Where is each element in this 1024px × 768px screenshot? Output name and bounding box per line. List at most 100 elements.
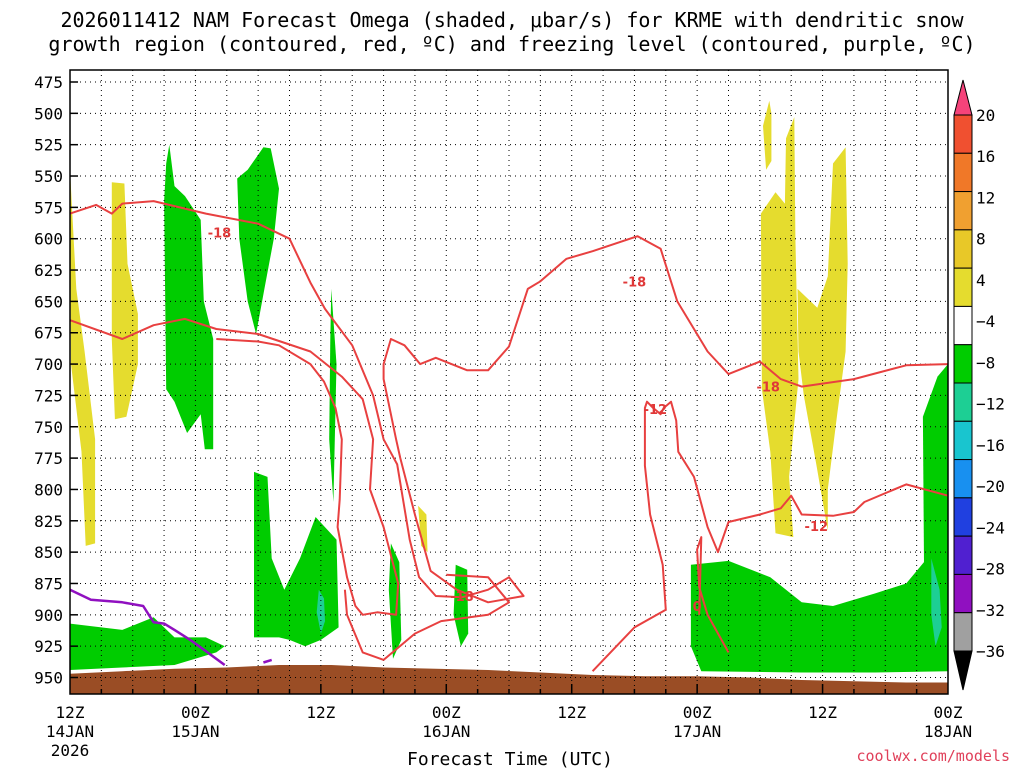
freezing-level-contour-0 xyxy=(69,588,226,667)
colorbar-bin-7 xyxy=(953,344,973,384)
x-tick-label-0-2: 2026 xyxy=(51,741,90,760)
colorbar-bin-6 xyxy=(953,305,973,346)
chart-title-line-1: 2026011412 NAM Forecast Omega (shaded, μ… xyxy=(60,8,964,32)
colorbar: 20 16 12 8 4 −4 −8 −12 −16 −20 −24 −28 −32 −36 xyxy=(953,79,1005,691)
colorbar-label-6: −8 xyxy=(976,353,995,372)
dgz-contour-4 xyxy=(591,400,949,672)
colorbar-bin-12 xyxy=(953,535,973,575)
x-tick-label-4-0: 12Z xyxy=(557,703,586,722)
colorbar-label-1: 16 xyxy=(976,147,995,166)
contour-label-4: -12 xyxy=(644,403,668,418)
omega-shading-layer xyxy=(70,100,948,673)
y-tick-label-925: 925 xyxy=(34,637,63,656)
colorbar-bin-14 xyxy=(953,612,973,652)
contour-label-0: -18 xyxy=(208,226,232,241)
omega-region-yellow-4 xyxy=(797,147,848,531)
omega-region-yellow-1 xyxy=(111,182,138,420)
freezing-level-contour-1 xyxy=(263,658,273,664)
contour-label-6: 0 xyxy=(693,600,702,615)
axes-layer: 475 500 525 550 575 600 625 650 675 700 725 750 775 8… xyxy=(34,73,972,760)
x-tick-label-7-1: 18JAN xyxy=(924,722,972,741)
x-tick-label-2-0: 12Z xyxy=(306,703,335,722)
y-tick-label-625: 625 xyxy=(34,261,63,280)
x-tick-label-3-1: 16JAN xyxy=(422,722,470,741)
colorbar-bin-4 xyxy=(953,229,973,269)
colorbar-bin-13 xyxy=(953,573,973,614)
contour-label-1: -18 xyxy=(623,275,647,290)
omega-region-green-7 xyxy=(690,539,948,673)
colorbar-label-10: −24 xyxy=(976,518,1005,537)
x-tick-label-3-0: 00Z xyxy=(432,703,461,722)
omega-region-yellow-2 xyxy=(763,100,772,170)
colorbar-bin-9 xyxy=(953,420,973,461)
y-tick-label-525: 525 xyxy=(34,136,63,155)
omega-region-green-6 xyxy=(70,617,225,670)
y-tick-label-500: 500 xyxy=(34,104,63,123)
colorbar-bin-1 xyxy=(953,114,973,154)
omega-region-teal-0 xyxy=(316,589,325,634)
colorbar-bin-11 xyxy=(953,497,973,537)
dgz-contour-3 xyxy=(696,536,730,653)
x-tick-label-0-0: 12Z xyxy=(56,703,85,722)
x-tick-label-6-0: 12Z xyxy=(808,703,837,722)
omega-region-green-0 xyxy=(164,144,214,450)
colorbar-arrow-bottom xyxy=(953,650,973,691)
y-tick-label-850: 850 xyxy=(34,543,63,562)
colorbar-bin-5 xyxy=(953,267,973,307)
y-tick-label-600: 600 xyxy=(34,230,63,249)
x-tick-label-0-1: 14JAN xyxy=(46,722,94,741)
terrain-layer xyxy=(70,665,948,694)
y-tick-label-575: 575 xyxy=(34,198,63,217)
x-tick-label-7-0: 00Z xyxy=(934,703,963,722)
y-tick-label-725: 725 xyxy=(34,386,63,405)
y-tick-label-800: 800 xyxy=(34,480,63,499)
colorbar-bin-10 xyxy=(953,459,973,499)
colorbar-bin-2 xyxy=(953,152,973,193)
y-tick-label-650: 650 xyxy=(34,292,63,311)
colorbar-label-11: −28 xyxy=(976,560,1005,579)
y-tick-label-475: 475 xyxy=(34,73,63,92)
colorbar-label-2: 12 xyxy=(976,188,995,207)
omega-region-yellow-5 xyxy=(418,505,428,553)
y-tick-label-700: 700 xyxy=(34,355,63,374)
x-tick-label-1-0: 00Z xyxy=(181,703,210,722)
grid-layer xyxy=(70,70,948,694)
omega-region-green-3 xyxy=(254,471,339,647)
y-tick-label-900: 900 xyxy=(34,606,63,625)
omega-region-yellow-0 xyxy=(70,169,96,546)
x-tick-label-1-1: 15JAN xyxy=(171,722,219,741)
colorbar-label-12: −32 xyxy=(976,601,1005,620)
x-tick-label-5-0: 00Z xyxy=(683,703,712,722)
dgz-contour-0 xyxy=(69,200,949,604)
contour-label-5: -12 xyxy=(805,520,829,535)
colorbar-label-4: 4 xyxy=(976,271,986,290)
y-tick-label-775: 775 xyxy=(34,449,63,468)
contour-label-3: -18 xyxy=(450,590,474,605)
colorbar-label-0: 20 xyxy=(976,106,995,125)
omega-region-yellow-3 xyxy=(760,117,799,538)
contour-label-2: -18 xyxy=(756,381,780,396)
colorbar-label-3: 8 xyxy=(976,230,986,249)
colorbar-arrow-top xyxy=(953,79,973,116)
omega-region-green-4 xyxy=(388,543,402,659)
omega-region-teal-1 xyxy=(931,558,942,647)
y-tick-label-550: 550 xyxy=(34,167,63,186)
colorbar-bin-8 xyxy=(953,382,973,422)
omega-region-green-5 xyxy=(453,564,469,647)
colorbar-label-9: −20 xyxy=(976,477,1005,496)
colorbar-label-8: −16 xyxy=(976,436,1005,455)
terrain-fill xyxy=(70,665,948,694)
credit-text: coolwx.com/models xyxy=(856,747,1010,765)
x-axis-title: Forecast Time (UTC) xyxy=(407,749,613,768)
colorbar-label-13: −36 xyxy=(976,642,1005,661)
y-tick-label-950: 950 xyxy=(34,669,63,688)
contour-layer xyxy=(69,200,949,672)
x-tick-label-5-1: 17JAN xyxy=(673,722,721,741)
y-tick-label-875: 875 xyxy=(34,574,63,593)
chart-title-line-2: growth region (contoured, red, ºC) and f… xyxy=(48,32,976,56)
dgz-contour-1 xyxy=(69,317,400,616)
y-tick-label-750: 750 xyxy=(34,418,63,437)
y-tick-label-675: 675 xyxy=(34,324,63,343)
omega-region-green-2 xyxy=(329,288,337,502)
